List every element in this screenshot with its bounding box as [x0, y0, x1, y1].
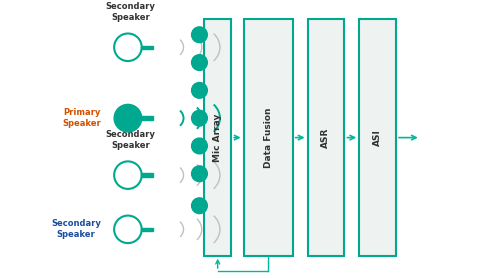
- FancyBboxPatch shape: [244, 19, 293, 256]
- Ellipse shape: [191, 110, 207, 126]
- Text: ASI: ASI: [373, 129, 382, 146]
- Ellipse shape: [191, 166, 207, 182]
- Ellipse shape: [191, 27, 207, 43]
- FancyBboxPatch shape: [141, 116, 153, 120]
- Text: Secondary
Speaker: Secondary Speaker: [51, 219, 101, 239]
- FancyBboxPatch shape: [141, 46, 153, 49]
- FancyBboxPatch shape: [204, 19, 231, 256]
- Ellipse shape: [191, 55, 207, 70]
- Ellipse shape: [114, 104, 142, 132]
- FancyBboxPatch shape: [308, 19, 344, 256]
- Text: Primary
Speaker: Primary Speaker: [62, 108, 101, 128]
- Text: Data Fusion: Data Fusion: [264, 107, 273, 168]
- Text: Secondary
Speaker: Secondary Speaker: [105, 2, 155, 22]
- FancyBboxPatch shape: [141, 228, 153, 231]
- Text: ASR: ASR: [321, 127, 331, 148]
- Text: Secondary
Speaker: Secondary Speaker: [105, 130, 155, 150]
- FancyBboxPatch shape: [141, 173, 153, 177]
- Text: Mic Array: Mic Array: [213, 113, 222, 162]
- Ellipse shape: [114, 161, 142, 189]
- FancyBboxPatch shape: [359, 19, 396, 256]
- Ellipse shape: [114, 215, 142, 243]
- Ellipse shape: [191, 83, 207, 98]
- Ellipse shape: [191, 138, 207, 154]
- Ellipse shape: [191, 198, 207, 214]
- Ellipse shape: [114, 33, 142, 61]
